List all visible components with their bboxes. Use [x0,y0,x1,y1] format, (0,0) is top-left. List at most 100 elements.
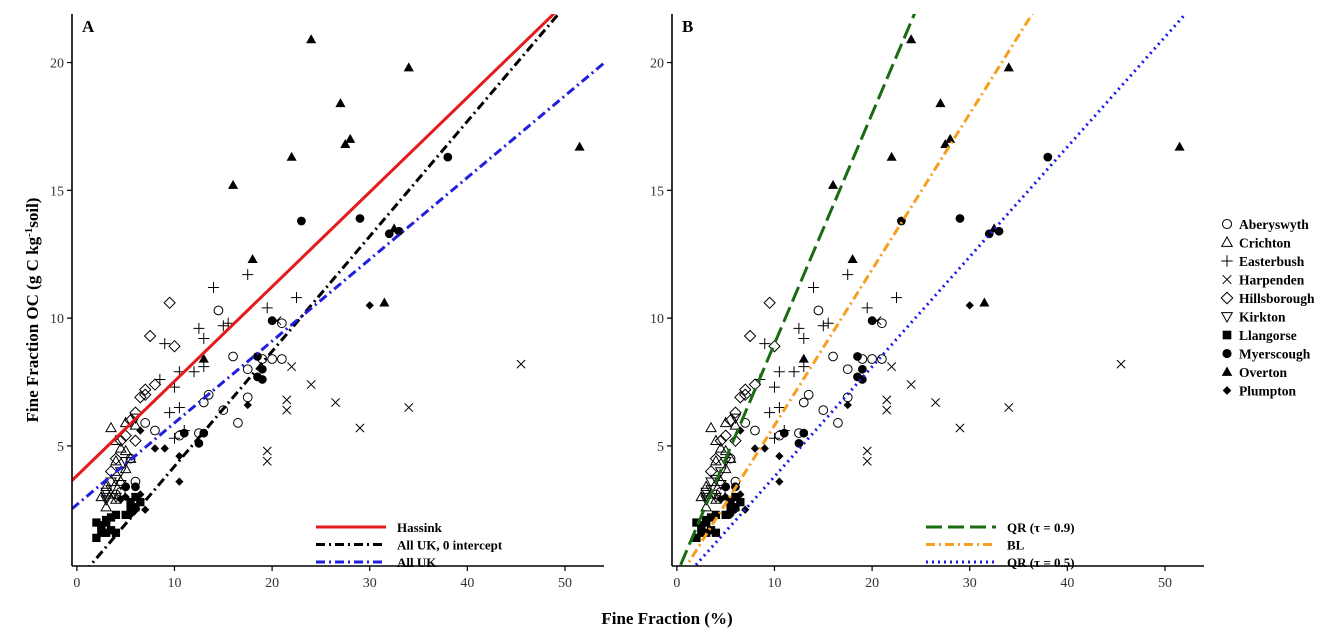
data-point-llangorse [721,510,730,520]
legend-label: BL [1007,538,1025,553]
data-point-easterbush [768,381,781,393]
data-point-aberyswyth [228,351,238,362]
data-point-myerscough [799,428,809,438]
legend-site-label: Harpenden [1239,273,1305,288]
x-tick-label: 10 [767,576,781,591]
data-point-aberyswyth [828,351,838,362]
legend-site-label: Crichton [1239,236,1291,251]
legend-site-label: Myerscough [1239,347,1311,362]
data-point-hillsborough [768,339,781,353]
data-point-hillsborough [763,296,776,310]
data-point-myerscough [199,428,209,438]
data-point-harpenden [862,446,872,456]
data-point-llangorse [702,518,711,527]
legend-marker-crichton [1220,235,1234,247]
data-point-crichton [105,421,117,433]
data-point-myerscough [443,152,453,162]
data-point-easterbush [188,366,200,378]
data-point-kirkton [700,487,713,499]
data-point-plumpton [243,400,252,410]
data-point-overton [847,254,858,264]
data-point-crichton [710,454,722,466]
data-point-hillsborough [109,452,123,465]
y-tick-label: 20 [50,57,64,72]
data-point-myerscough [267,316,277,326]
x-tick-label: 40 [460,576,474,591]
data-point-easterbush [817,320,829,332]
data-points [692,34,1185,543]
data-point-overton [403,62,414,72]
y-tick-label: 20 [650,57,664,72]
legend-site-label: Overton [1239,365,1287,380]
y-axis-label-main: Fine Fraction OC (g C kg [23,236,42,422]
data-point-overton [979,297,990,307]
data-point-hillsborough [738,383,752,396]
data-point-hillsborough [729,434,742,448]
data-point-easterbush [798,333,810,345]
data-point-hillsborough [709,452,723,465]
data-point-aberyswyth [218,405,229,415]
data-point-harpenden [516,359,526,369]
data-point-easterbush [168,381,181,393]
x-tick-label: 30 [363,576,377,591]
y-tick-label: 10 [650,312,664,327]
data-point-overton [828,179,839,189]
data-point-easterbush [198,361,210,373]
data-point-plumpton [160,444,169,453]
data-point-plumpton [721,492,730,502]
legend-label: QR (τ = 0.9) [1007,520,1075,535]
data-point-plumpton [136,490,145,499]
data-point-easterbush [173,402,185,414]
data-point-easterbush [788,366,800,378]
data-points [92,34,585,543]
data-point-myerscough [1043,152,1053,162]
data-point-aberyswyth [803,389,814,400]
data-point-aberyswyth [203,389,214,400]
data-point-easterbush [198,333,210,345]
data-point-easterbush [159,338,171,350]
data-point-hillsborough [138,383,152,396]
data-point-harpenden [404,403,414,413]
data-point-aberyswyth [818,405,829,415]
data-point-plumpton [731,505,740,514]
legend-marker-easterbush [1221,255,1233,267]
panel-a: 0 10 20 30 40 50 5 10 15 20 A Hassink All UK, 0 inte… [50,14,604,591]
data-point-overton [935,98,946,108]
data-point-easterbush [890,292,903,304]
data-point-aberyswyth [277,318,287,329]
legend-site-label: Kirkton [1239,310,1286,325]
data-point-aberyswyth [150,425,160,436]
data-point-plumpton [175,477,184,486]
data-point-aberyswyth [233,418,243,428]
x-tick-label: 50 [1158,576,1172,591]
data-point-hillsborough [743,329,757,343]
data-point-hillsborough [114,434,128,448]
panel-label: B [682,17,693,36]
data-point-myerscough [779,428,789,438]
fit-lines [678,14,1188,566]
data-point-hillsborough [129,434,142,448]
data-point-aberyswyth [813,305,824,316]
data-point-llangorse [126,497,135,507]
data-point-harpenden [331,397,341,407]
data-point-crichton [114,442,127,453]
x-tick-label: 10 [167,576,181,591]
data-point-kirkton [105,485,117,496]
data-point-aberyswyth [213,305,224,316]
data-point-overton [335,98,346,108]
data-point-crichton [110,454,122,466]
data-point-harpenden [262,456,272,466]
data-point-overton [379,297,390,307]
legend-site-label: Easterbush [1239,254,1305,269]
panel-label: A [82,17,95,36]
y-axis-label-sup: -1 [23,228,35,237]
data-point-llangorse [121,510,130,520]
legend-marker-plumpton [1222,386,1232,395]
data-point-kirkton [714,467,727,478]
data-point-easterbush [193,322,205,334]
legend-marker-harpenden [1222,274,1232,285]
data-point-kirkton [100,492,113,504]
x-tick-label: 40 [1060,576,1074,591]
x-axis-label: Fine Fraction (%) [601,609,732,628]
